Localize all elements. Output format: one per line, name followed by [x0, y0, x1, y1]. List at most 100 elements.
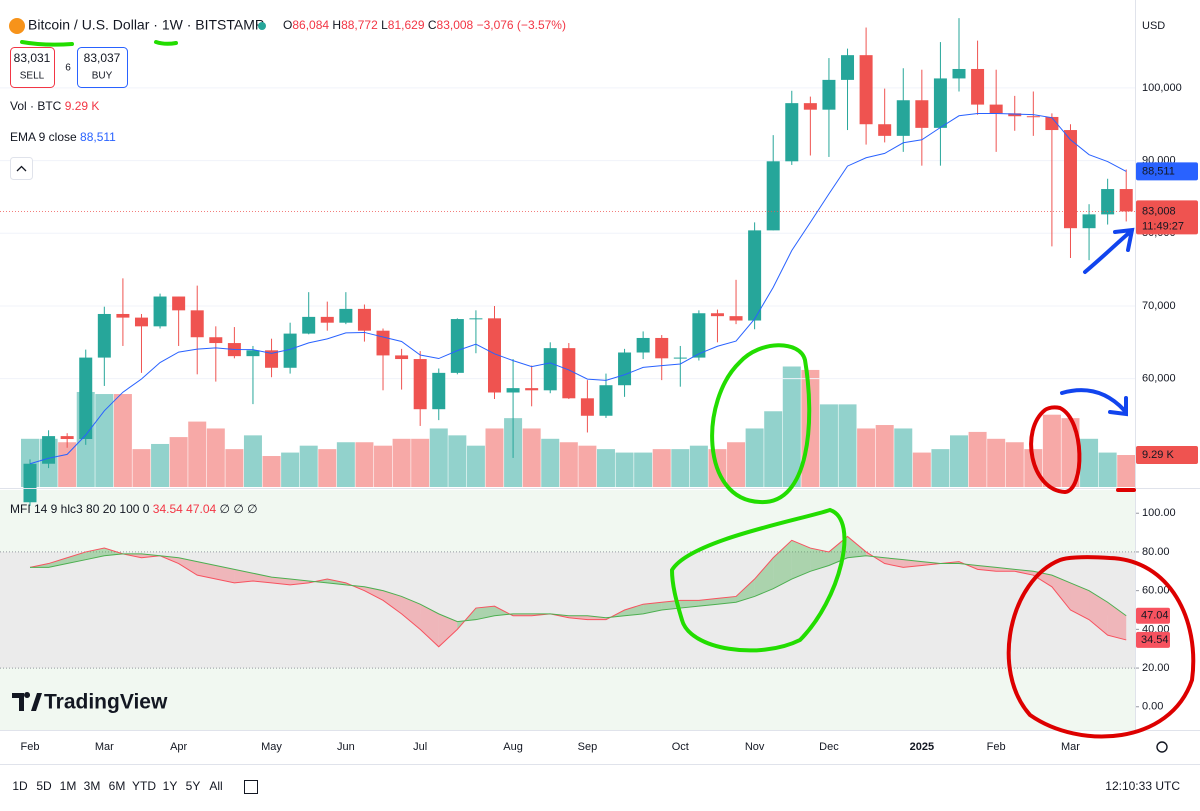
mfi-legend: MFI 14 9 hlc3 80 20 100 0 34.54 47.04 ∅ … [10, 502, 258, 516]
ema-line [29, 112, 1127, 465]
legend-value: 34.54 [153, 502, 183, 516]
volume-bar [615, 452, 634, 487]
volume-bar [58, 442, 77, 487]
range-button[interactable]: 5Y [186, 779, 201, 793]
volume-bar [875, 425, 894, 487]
candle-body [1063, 130, 1077, 229]
x-tick-label: Sep [578, 741, 598, 753]
candle-body [506, 388, 520, 393]
candle-body [488, 318, 501, 393]
ohlc-value: 83,008 [437, 18, 474, 32]
x-tick-label: Feb [21, 741, 40, 753]
change: −3,076 (−3.57%) [477, 18, 566, 32]
candle-body [172, 296, 186, 311]
x-tick-label: Aug [503, 741, 523, 753]
volume-bar [1098, 452, 1117, 487]
buy-label[interactable]: BUY [92, 71, 113, 82]
settings-icon[interactable] [1156, 741, 1168, 753]
range-button[interactable]: 1D [12, 779, 28, 793]
y-tick-label: 100.00 [1142, 507, 1176, 519]
y-tick-label: 60,000 [1142, 373, 1176, 385]
volume-bar [819, 404, 838, 487]
candle-body [246, 350, 260, 357]
buy-button[interactable] [77, 47, 128, 88]
volume-bar [857, 428, 876, 487]
candle-body [450, 319, 464, 373]
currency[interactable]: USD [1142, 20, 1165, 32]
candle-body [265, 350, 279, 368]
candle-body [878, 124, 892, 136]
calendar-icon[interactable] [244, 780, 258, 794]
annotation [154, 40, 178, 46]
x-tick-label: Mar [1061, 741, 1080, 753]
x-tick-label: Oct [672, 741, 689, 753]
volume-bar [671, 449, 690, 487]
range-button[interactable]: YTD [132, 779, 156, 793]
mfi-fill [401, 596, 421, 630]
annotation [1029, 405, 1082, 495]
range-button[interactable]: 3M [84, 779, 101, 793]
volume-bar [745, 428, 764, 487]
buy-price[interactable]: 83,037 [84, 51, 121, 65]
candle-body [618, 352, 632, 386]
candle-body [469, 318, 483, 320]
legend-value: 9.29 K [65, 99, 100, 113]
volume-bar [225, 449, 244, 487]
collapse-button[interactable] [10, 157, 33, 180]
y-tick-label: 60.00 [1142, 585, 1170, 597]
candle-body [636, 337, 650, 353]
range-button[interactable]: 1Y [163, 779, 178, 793]
volume-bar [987, 438, 1006, 487]
volume-bar [634, 452, 653, 487]
volume-bar [374, 445, 393, 487]
candle-body [803, 103, 817, 110]
candle-body [209, 337, 223, 344]
x-tick-label: Dec [819, 741, 839, 753]
candle-body [785, 103, 799, 162]
ohlc: O86,084 H88,772 L81,629 C83,008 −3,076 (… [283, 18, 566, 32]
mfi-fill [643, 602, 662, 614]
volume-bar [392, 438, 411, 487]
mfi-fill [383, 590, 402, 614]
ohlc-value: 88,772 [341, 18, 378, 32]
volume-bar [113, 394, 132, 487]
legend-value: 88,511 [80, 130, 116, 144]
mfi-tag [1136, 631, 1170, 648]
spread: 6 [65, 63, 71, 74]
volume-bar [281, 452, 300, 487]
sell-button[interactable] [10, 47, 55, 88]
annotation [1083, 227, 1135, 274]
ohlc-value: 86,084 [292, 18, 329, 32]
candle-body [525, 388, 539, 391]
mfi-fill [624, 604, 644, 616]
mfi-tag [1136, 607, 1170, 624]
x-tick-label: Jul [413, 741, 427, 753]
volume-bar [764, 411, 783, 487]
y-tick-label: 70,000 [1142, 300, 1176, 312]
market-status [258, 22, 266, 30]
legend-value: 47.04 [186, 502, 216, 516]
volume-bar [559, 442, 578, 487]
candle-body [766, 161, 780, 231]
range-button[interactable]: 6M [109, 779, 126, 793]
mfi-line [30, 553, 1127, 623]
annotation [669, 507, 847, 653]
volume-bar [336, 442, 355, 487]
range-button[interactable]: All [209, 779, 222, 793]
range-button[interactable]: 1M [60, 779, 77, 793]
x-tick-label: Mar [95, 741, 114, 753]
sell-price[interactable]: 83,031 [14, 51, 51, 65]
candle-body [302, 316, 316, 334]
candle-body [952, 68, 966, 79]
mfi-fill [736, 579, 755, 603]
range-button[interactable]: 5D [36, 779, 52, 793]
volume-bar [206, 428, 225, 487]
mfi-fill [215, 565, 235, 583]
sell-label[interactable]: SELL [20, 71, 45, 82]
symbol[interactable]: Bitcoin / U.S. Dollar · 1W · BITSTAMP [28, 17, 264, 33]
volume-bar [132, 449, 151, 487]
volume-bar [262, 456, 281, 487]
y-tick-label: 100,000 [1142, 82, 1182, 94]
candle-body [42, 436, 56, 464]
mfi-fill [438, 613, 458, 647]
